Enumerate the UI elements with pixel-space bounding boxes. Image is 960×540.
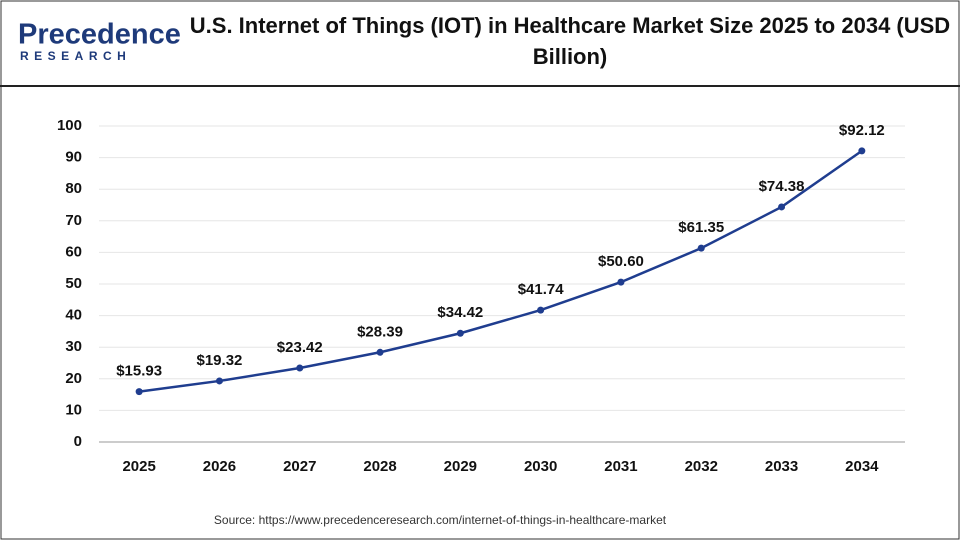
x-tick-label: 2030 — [524, 458, 557, 475]
x-tick-label: 2031 — [604, 458, 637, 475]
line — [138, 149, 863, 393]
y-tick-label: 20 — [65, 370, 82, 387]
y-tick-label: 80 — [65, 180, 82, 197]
value-label: $28.39 — [357, 323, 403, 340]
point — [778, 203, 786, 211]
x-tick-label: 2025 — [122, 458, 155, 475]
point — [215, 377, 223, 385]
x-tick-label: 2033 — [765, 458, 798, 475]
x-tick-label: 2029 — [444, 458, 477, 475]
logo-name: Precedence — [18, 19, 181, 51]
x-tick-label: 2027 — [283, 458, 316, 475]
y-tick-label: 30 — [65, 338, 82, 355]
value-label: $34.42 — [437, 304, 483, 321]
point — [858, 147, 866, 155]
chart-title: U.S. Internet of Things (IOT) in Healthc… — [189, 13, 951, 69]
point — [537, 306, 545, 314]
value-label: $61.35 — [678, 219, 724, 236]
x-tick-label: 2026 — [203, 458, 236, 475]
y-tick-label: 40 — [65, 307, 82, 324]
y-tick-label: 60 — [65, 243, 82, 260]
value-label: $92.12 — [839, 122, 885, 139]
point — [456, 329, 464, 337]
y-tick-label: 0 — [74, 433, 82, 450]
y-tick-label: 10 — [65, 401, 82, 418]
value-label: $23.42 — [277, 339, 323, 356]
point — [376, 348, 384, 356]
value-label: $50.60 — [598, 253, 644, 270]
point — [296, 364, 304, 372]
value-label: $41.74 — [518, 281, 565, 298]
value-label: $19.32 — [197, 352, 243, 369]
y-tick-label: 70 — [65, 212, 82, 229]
point — [697, 244, 705, 252]
source: Source: https://www.precedenceresearch.c… — [214, 513, 667, 527]
y-tick-label: 90 — [65, 149, 82, 166]
point — [617, 278, 625, 286]
value-label: $74.38 — [759, 178, 805, 195]
x-tick-label: 2032 — [685, 458, 718, 475]
value-label: $15.93 — [116, 363, 162, 380]
y-tick-label: 50 — [65, 275, 82, 292]
point — [135, 388, 143, 396]
logo-tagline: RESEARCH — [20, 49, 131, 63]
y-tick-label: 100 — [57, 117, 82, 134]
x-tick-label: 2034 — [845, 458, 879, 475]
x-tick-label: 2028 — [363, 458, 396, 475]
